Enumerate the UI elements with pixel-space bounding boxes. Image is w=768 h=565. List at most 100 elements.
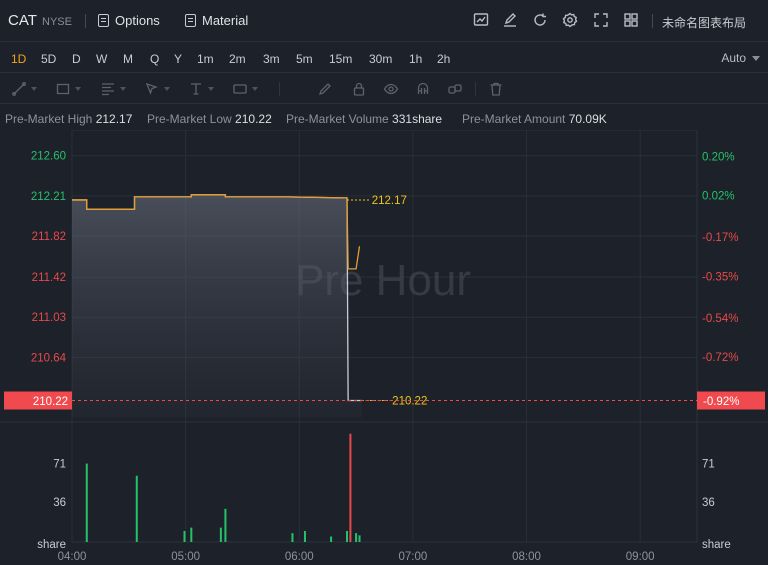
pre-market-amount: Pre-Market Amount 70.09K xyxy=(462,112,607,126)
scale-mode-dropdown[interactable]: Auto xyxy=(721,51,746,65)
time-tick-label: 09:00 xyxy=(626,551,655,563)
chart-header: CAT NYSE Options Material 未命名图表布局 xyxy=(0,0,768,42)
last-percent-label: -0.92% xyxy=(703,396,739,408)
tf-3m[interactable]: 3m xyxy=(263,52,280,66)
pencil-icon[interactable] xyxy=(317,81,333,97)
chevron-down-icon xyxy=(752,56,760,61)
rectangle-icon[interactable] xyxy=(55,81,71,97)
percent-tick-label: 0.20% xyxy=(702,151,735,163)
price-tick-label: 211.03 xyxy=(32,312,66,324)
high-marker-label: 212.17 xyxy=(372,195,407,207)
cursor-arrow-icon[interactable] xyxy=(144,81,160,97)
link-icon[interactable] xyxy=(447,81,463,97)
tf-5d[interactable]: 5D xyxy=(41,52,57,66)
exchange-label: NYSE xyxy=(42,16,72,28)
last-percent-badge xyxy=(697,391,765,410)
price-tick-label: 212.60 xyxy=(31,151,66,163)
volume-tick-label: 36 xyxy=(53,497,66,509)
material-label: Material xyxy=(202,13,249,28)
layout-name[interactable]: 未命名图表布局 xyxy=(661,16,746,30)
pre-market-low-label: Pre-Market Low xyxy=(147,112,232,126)
time-tick-label: 04:00 xyxy=(58,551,87,563)
magnet-icon[interactable] xyxy=(415,81,431,97)
fullscreen-icon[interactable] xyxy=(593,12,609,28)
volume-bar xyxy=(303,530,306,542)
tf-1m[interactable]: 1m xyxy=(197,52,214,66)
symbol-ticker[interactable]: CAT xyxy=(8,12,37,29)
label-icon[interactable] xyxy=(232,81,248,97)
price-tick-label: 211.82 xyxy=(32,231,66,243)
lock-icon[interactable] xyxy=(351,81,367,97)
volume-tick-label: 36 xyxy=(702,497,715,509)
low-marker-label: 210.22 xyxy=(392,396,427,408)
text-tool-icon[interactable] xyxy=(188,81,204,97)
drawing-toolbar xyxy=(0,74,768,104)
timeframe-bar: 1D 5D D W M Q Y 1m 2m 3m 5m 15m 30m 1h 2… xyxy=(0,43,768,73)
tf-day[interactable]: D xyxy=(72,52,81,66)
volume-bar xyxy=(183,530,186,542)
chevron-down-icon xyxy=(164,87,170,91)
pre-market-high-value: 212.17 xyxy=(95,112,133,126)
edit-icon[interactable] xyxy=(502,12,518,28)
options-label: Options xyxy=(115,13,160,28)
pre-market-high-label: Pre-Market High xyxy=(5,112,93,126)
trash-icon[interactable] xyxy=(488,81,504,97)
pre-market-volume-value: 331share xyxy=(392,112,443,126)
percent-tick-label: -0.17% xyxy=(702,232,738,244)
refresh-icon[interactable] xyxy=(532,12,548,28)
tf-2m[interactable]: 2m xyxy=(229,52,246,66)
tf-2h[interactable]: 2h xyxy=(437,52,451,66)
material-button[interactable]: Material xyxy=(185,13,248,28)
pre-market-volume-label: Pre-Market Volume xyxy=(286,112,389,126)
volume-tick-label: 71 xyxy=(702,459,715,471)
volume-bar xyxy=(135,475,138,542)
percent-tick-label: -0.54% xyxy=(702,313,738,325)
volume-bar xyxy=(219,527,222,542)
chevron-down-icon xyxy=(208,87,214,91)
grid-layout-icon[interactable] xyxy=(623,12,639,28)
average-price-line xyxy=(72,194,361,270)
price-tick-label: 212.21 xyxy=(31,191,66,203)
pre-market-volume: Pre-Market Volume 331share xyxy=(286,112,442,126)
tf-1h[interactable]: 1h xyxy=(409,52,423,66)
price-tick-label: 211.42 xyxy=(32,272,66,284)
volume-bar xyxy=(224,508,227,542)
tf-15m[interactable]: 15m xyxy=(329,52,353,66)
tf-1d[interactable]: 1D xyxy=(11,52,27,66)
divider xyxy=(475,82,476,96)
chevron-down-icon xyxy=(120,87,126,91)
pre-market-low: Pre-Market Low 210.22 xyxy=(147,112,272,126)
percent-tick-label: 0.02% xyxy=(702,191,735,203)
trend-line-icon[interactable] xyxy=(11,81,27,97)
volume-tick-label: 71 xyxy=(53,459,66,471)
volume-bar xyxy=(355,533,358,542)
tf-week[interactable]: W xyxy=(96,52,108,66)
tf-quarter[interactable]: Q xyxy=(150,52,160,66)
volume-bar xyxy=(190,527,193,542)
chart-icon[interactable] xyxy=(473,12,489,28)
last-price-label: 210.22 xyxy=(33,396,68,408)
time-tick-label: 05:00 xyxy=(171,551,200,563)
tf-year[interactable]: Y xyxy=(174,52,183,66)
pre-market-amount-label: Pre-Market Amount xyxy=(462,112,566,126)
divider xyxy=(652,14,653,28)
eye-icon[interactable] xyxy=(383,81,399,97)
price-tick-label: 210.64 xyxy=(31,352,67,364)
time-tick-label: 06:00 xyxy=(285,551,314,563)
last-price-badge xyxy=(4,391,72,410)
volume-bar xyxy=(330,536,333,542)
volume-unit-label: share xyxy=(702,539,731,551)
pre-market-info-bar: Pre-Market High 212.17 Pre-Market Low 21… xyxy=(0,106,768,130)
tf-month[interactable]: M xyxy=(123,52,133,66)
price-area xyxy=(72,194,362,418)
volume-bar xyxy=(358,535,361,542)
fibonacci-icon[interactable] xyxy=(100,81,116,97)
tf-30m[interactable]: 30m xyxy=(369,52,393,66)
settings-icon[interactable] xyxy=(562,12,578,28)
volume-bar xyxy=(85,463,88,542)
volume-bar xyxy=(346,530,348,542)
tf-5m[interactable]: 5m xyxy=(296,52,313,66)
options-button[interactable]: Options xyxy=(98,13,160,28)
volume-bar xyxy=(291,533,294,542)
